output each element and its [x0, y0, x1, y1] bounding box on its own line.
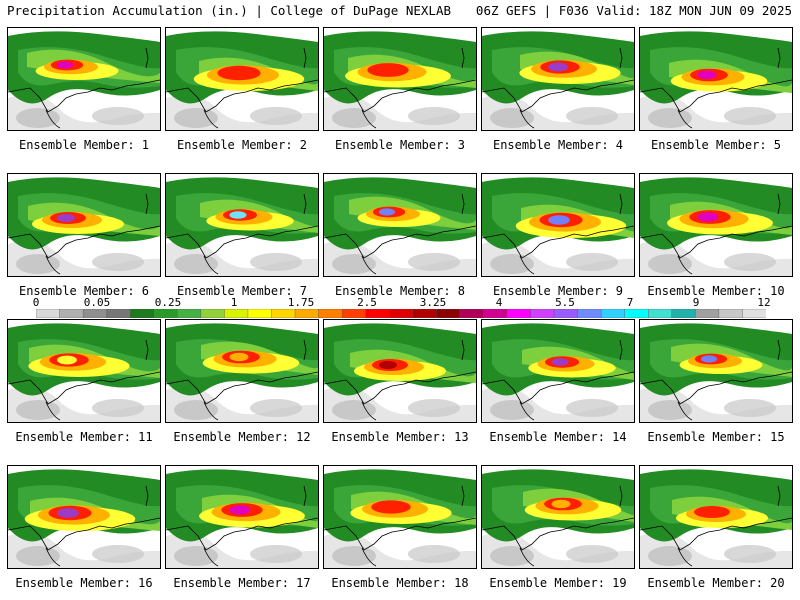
- colorbar-swatch: [59, 309, 84, 318]
- ensemble-member-map[interactable]: [7, 465, 161, 569]
- colorbar: [36, 309, 766, 318]
- colorbar-swatch: [412, 309, 437, 318]
- colorbar-tick-label: 2.5: [357, 296, 377, 309]
- colorbar-swatch: [294, 309, 320, 318]
- ensemble-member-label: Ensemble Member: 5: [650, 138, 782, 152]
- colorbar-swatch: [200, 309, 225, 318]
- ensemble-member-label: Ensemble Member: 18: [331, 576, 469, 590]
- ensemble-member-map[interactable]: [7, 173, 161, 277]
- colorbar-swatch: [671, 309, 696, 318]
- ensemble-member-map[interactable]: [481, 173, 635, 277]
- ensemble-member-map[interactable]: [481, 27, 635, 131]
- colorbar-swatch: [318, 309, 343, 318]
- colorbar-tick-label: 0.05: [83, 296, 111, 309]
- ensemble-member-map[interactable]: [639, 27, 793, 131]
- colorbar-swatch: [553, 309, 579, 318]
- ensemble-member-label: Ensemble Member: 4: [492, 138, 624, 152]
- ensemble-member-map[interactable]: [639, 319, 793, 423]
- ensemble-member-map[interactable]: [323, 465, 477, 569]
- ensemble-member-label: Ensemble Member: 9: [492, 284, 624, 298]
- ensemble-member-label: Ensemble Member: 16: [15, 576, 153, 590]
- colorbar-swatch: [129, 309, 155, 318]
- colorbar-swatch: [483, 309, 508, 318]
- colorbar-swatch: [695, 309, 720, 318]
- colorbar-swatch: [436, 309, 461, 318]
- page-title: Precipitation Accumulation (in.) | Colle…: [7, 3, 452, 18]
- colorbar-tick-label: 9: [692, 296, 700, 309]
- colorbar-swatch: [459, 309, 484, 318]
- ensemble-member-map[interactable]: [639, 465, 793, 569]
- ensemble-member-label: Ensemble Member: 2: [176, 138, 308, 152]
- ensemble-member-label: Ensemble Member: 10: [647, 284, 785, 298]
- ensemble-member-map[interactable]: [323, 27, 477, 131]
- colorbar-swatch: [506, 309, 532, 318]
- ensemble-member-label: Ensemble Member: 3: [334, 138, 466, 152]
- colorbar-swatch: [530, 309, 555, 318]
- colorbar-tick-label: 3.25: [419, 296, 447, 309]
- ensemble-member-map[interactable]: [165, 465, 319, 569]
- ensemble-member-map[interactable]: [7, 27, 161, 131]
- colorbar-swatch: [177, 309, 202, 318]
- ensemble-member-label: Ensemble Member: 19: [489, 576, 627, 590]
- ensemble-member-label: Ensemble Member: 12: [173, 430, 311, 444]
- colorbar-swatch: [341, 309, 367, 318]
- ensemble-member-label: Ensemble Member: 6: [18, 284, 150, 298]
- ensemble-member-label: Ensemble Member: 1: [18, 138, 150, 152]
- ensemble-member-map[interactable]: [481, 465, 635, 569]
- colorbar-swatch: [36, 309, 61, 318]
- colorbar-scale: 0 0.05 0.25 1 1.75 2.5 3.25 4 5.5 7 9 12: [0, 296, 800, 320]
- run-info: 06Z GEFS | F036 Valid: 18Z MON JUN 09 20…: [475, 3, 792, 18]
- colorbar-tick-label: 1.75: [287, 296, 315, 309]
- ensemble-member-label: Ensemble Member: 11: [15, 430, 153, 444]
- colorbar-swatch: [718, 309, 743, 318]
- ensemble-member-label: Ensemble Member: 7: [176, 284, 308, 298]
- ensemble-member-map[interactable]: [7, 319, 161, 423]
- ensemble-member-label: Ensemble Member: 13: [331, 430, 469, 444]
- colorbar-swatch: [648, 309, 673, 318]
- colorbar-swatch: [624, 309, 649, 318]
- ensemble-member-label: Ensemble Member: 17: [173, 576, 311, 590]
- colorbar-tick-label: 1: [230, 296, 238, 309]
- ensemble-member-label: Ensemble Member: 20: [647, 576, 785, 590]
- colorbar-tick-label: 0: [32, 296, 40, 309]
- colorbar-swatch: [600, 309, 626, 318]
- ensemble-member-map[interactable]: [323, 319, 477, 423]
- colorbar-tick-label: 0.25: [154, 296, 182, 309]
- colorbar-tick-label: 12: [757, 296, 771, 309]
- colorbar-swatch: [365, 309, 390, 318]
- ensemble-member-label: Ensemble Member: 8: [334, 284, 466, 298]
- ensemble-member-map[interactable]: [165, 27, 319, 131]
- ensemble-member-map[interactable]: [165, 319, 319, 423]
- colorbar-swatch: [106, 309, 131, 318]
- ensemble-member-map[interactable]: [639, 173, 793, 277]
- ensemble-member-label: Ensemble Member: 14: [489, 430, 627, 444]
- colorbar-swatch: [271, 309, 296, 318]
- colorbar-swatch: [389, 309, 414, 318]
- ensemble-member-label: Ensemble Member: 15: [647, 430, 785, 444]
- colorbar-swatch: [224, 309, 249, 318]
- colorbar-tick-label: 4: [495, 296, 503, 309]
- ensemble-member-map[interactable]: [323, 173, 477, 277]
- colorbar-tick-label: 7: [626, 296, 634, 309]
- colorbar-swatch: [247, 309, 272, 318]
- ensemble-member-map[interactable]: [165, 173, 319, 277]
- colorbar-swatch: [742, 309, 766, 318]
- colorbar-swatch: [577, 309, 602, 318]
- colorbar-tick-label: 5.5: [555, 296, 575, 309]
- colorbar-swatch: [153, 309, 178, 318]
- ensemble-member-map[interactable]: [481, 319, 635, 423]
- colorbar-swatch: [82, 309, 108, 318]
